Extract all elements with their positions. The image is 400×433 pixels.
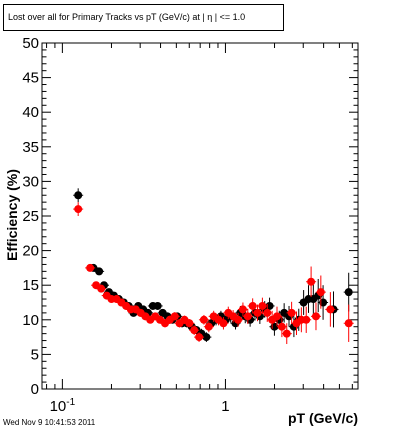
series-1 <box>73 202 354 345</box>
y-tick-label: 5 <box>31 346 39 363</box>
y-tick-label: 40 <box>22 104 39 121</box>
data-point <box>94 267 105 276</box>
data-point <box>343 304 354 342</box>
data-point <box>271 306 282 327</box>
data-point <box>233 312 244 327</box>
y-tick-label: 50 <box>22 35 39 52</box>
data-point <box>310 302 321 331</box>
data-point <box>184 319 195 328</box>
y-axis-title: Efficiency (%) <box>4 169 20 261</box>
data-point <box>286 301 297 324</box>
data-point <box>242 308 253 324</box>
data-point <box>203 321 214 333</box>
x-axis-title: pT (GeV/c) <box>288 410 358 426</box>
y-tick-label: 0 <box>31 381 39 398</box>
data-point <box>85 263 96 272</box>
x-tick-label: 10-1 <box>50 397 76 415</box>
y-tick-label: 10 <box>22 312 39 329</box>
data-point <box>73 202 84 216</box>
chart-title: Lost over all for Primary Tracks vs pT (… <box>3 4 284 31</box>
y-axis-ticks: 0 5 10 15 20 25 30 35 40 45 50 <box>22 35 358 398</box>
data-point <box>281 323 292 345</box>
timestamp-footer: Wed Nov 9 10:41:53 2011 <box>3 418 96 427</box>
y-tick-label: 30 <box>22 173 39 190</box>
data-point <box>262 303 273 322</box>
data-point <box>169 312 180 321</box>
data-point <box>189 325 200 336</box>
y-tick-label: 15 <box>22 277 39 294</box>
data-point <box>247 298 258 314</box>
y-tick-label: 20 <box>22 243 39 260</box>
data-point <box>73 188 84 203</box>
data-point <box>252 304 263 322</box>
data-point <box>96 284 107 293</box>
data-point <box>306 266 317 297</box>
data-point <box>325 292 336 327</box>
data-point <box>237 302 248 317</box>
data-point <box>315 275 326 309</box>
data-point <box>301 306 312 333</box>
data-point <box>276 316 287 338</box>
y-tick-label: 25 <box>22 208 39 225</box>
y-tick-label: 35 <box>22 139 39 156</box>
data-point <box>257 297 268 315</box>
y-tick-label: 45 <box>22 70 39 87</box>
data-point <box>152 301 163 310</box>
data-point <box>194 332 205 342</box>
data-point <box>198 314 209 325</box>
data-point <box>218 317 229 330</box>
x-tick-label: 1 <box>221 398 229 415</box>
data-points <box>73 188 354 345</box>
x-axis-ticks: 10-1 1 <box>46 43 353 415</box>
